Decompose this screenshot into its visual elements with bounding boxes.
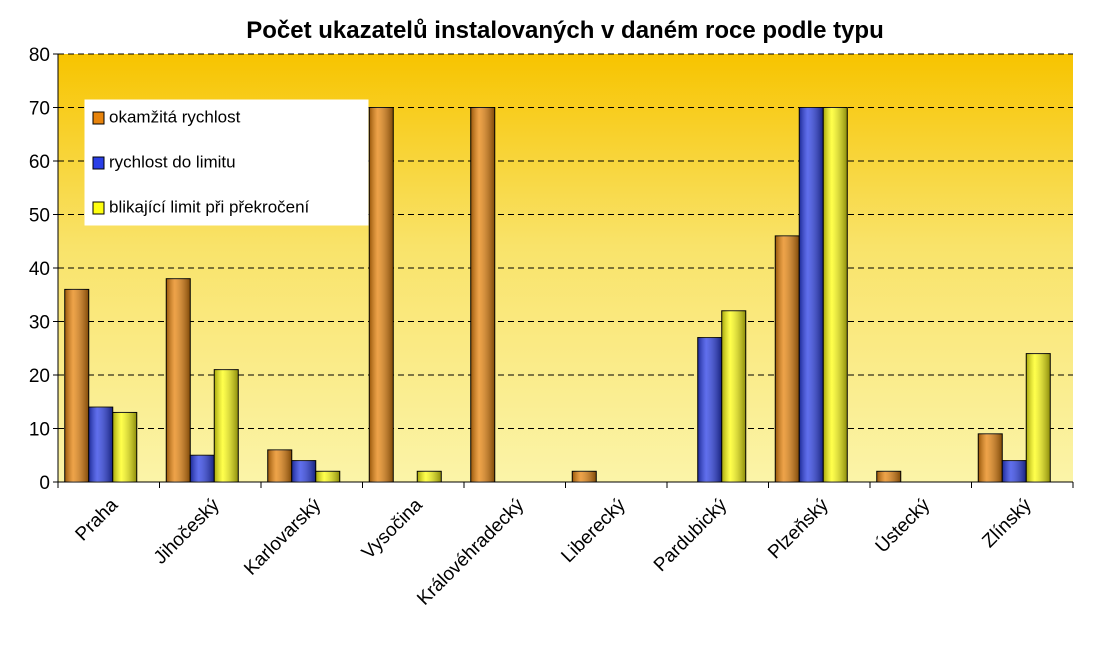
legend-swatch xyxy=(92,111,105,125)
bar xyxy=(291,460,317,483)
bar xyxy=(112,411,138,483)
legend-label: rychlost do limitu xyxy=(109,152,236,171)
x-tick-label: Vysočina xyxy=(358,494,427,563)
x-tick-label: Karlovarský xyxy=(240,494,325,579)
bar xyxy=(876,470,902,483)
bar xyxy=(1001,460,1027,483)
x-tick-label: Praha xyxy=(72,494,123,545)
chart-title: Počet ukazatelů instalovaných v daném ro… xyxy=(246,17,884,44)
bar xyxy=(977,433,1003,483)
bar xyxy=(470,107,496,483)
bar xyxy=(697,337,723,483)
bar xyxy=(571,470,597,483)
legend-label: okamžitá rychlost xyxy=(109,107,241,126)
bar xyxy=(822,107,848,483)
x-tick-label: Plzeňský xyxy=(764,494,833,563)
y-tick-label: 0 xyxy=(39,473,50,494)
bar xyxy=(189,454,215,483)
y-tick-label: 10 xyxy=(29,420,50,441)
bar xyxy=(213,369,239,483)
legend-swatch xyxy=(92,156,105,170)
x-tick-label: Jihočeský xyxy=(150,494,224,568)
bar xyxy=(64,288,90,483)
y-tick-label: 20 xyxy=(29,366,50,387)
legend-swatch xyxy=(92,201,105,215)
x-tick-label: Ústecký xyxy=(871,494,935,558)
x-tick-label: Liberecký xyxy=(557,494,630,567)
y-tick-label: 30 xyxy=(29,313,50,334)
bar xyxy=(721,310,747,483)
bar xyxy=(798,107,824,483)
legend xyxy=(84,99,369,226)
y-tick-label: 80 xyxy=(29,45,50,66)
y-tick-label: 40 xyxy=(29,259,50,280)
bar xyxy=(165,278,191,483)
bar xyxy=(88,406,114,483)
bar xyxy=(315,470,341,483)
bar xyxy=(267,449,293,483)
bar xyxy=(1025,353,1051,483)
legend-label: blikající limit při překročení xyxy=(109,197,310,216)
bar xyxy=(368,107,394,483)
bar xyxy=(416,470,442,483)
x-tick-label: Královéhradecký xyxy=(413,494,528,609)
x-tick-label: Zlínský xyxy=(978,494,1036,552)
x-tick-label: Pardubický xyxy=(650,494,732,576)
y-tick-label: 50 xyxy=(29,206,50,227)
y-tick-label: 60 xyxy=(29,152,50,173)
y-tick-label: 70 xyxy=(29,99,50,120)
bar xyxy=(774,235,800,483)
